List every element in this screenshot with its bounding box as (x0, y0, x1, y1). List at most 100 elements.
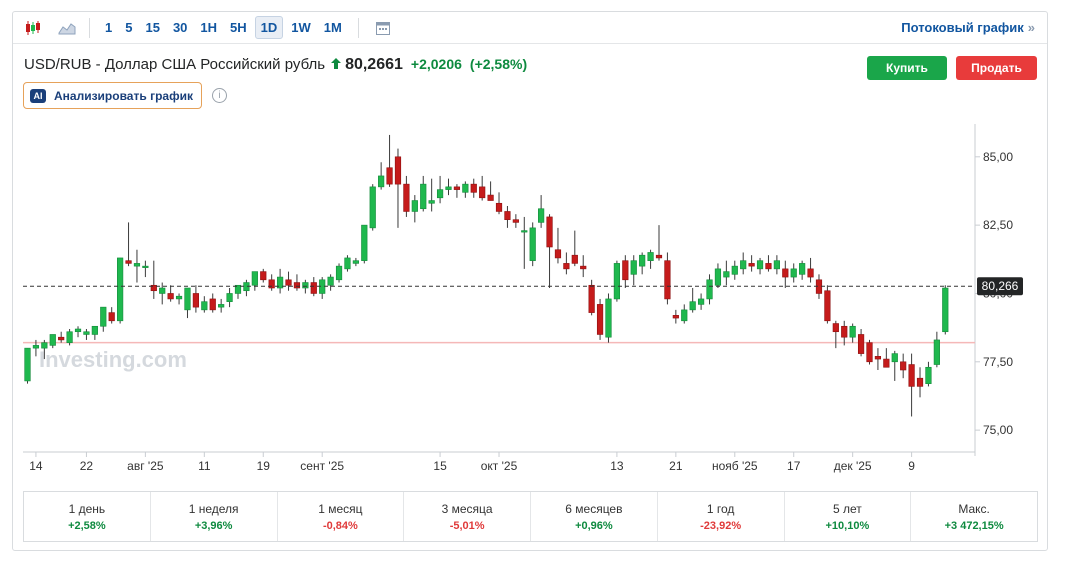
candle-body (723, 271, 730, 278)
candle-body (344, 257, 351, 270)
candlestick-chart[interactable]: Investing.com85,0082,5080,0077,5075,0014… (13, 12, 1049, 482)
streaming-chart-link[interactable]: Потоковый график» (901, 20, 1035, 35)
candle-body (563, 263, 570, 270)
candle-body (66, 331, 73, 343)
performance-period: 3 месяца (441, 501, 493, 516)
performance-value: -23,92% (700, 519, 742, 532)
performance-cell[interactable]: 1 день +2,58% (24, 492, 151, 541)
price-change-percent: (+2,58%) (469, 56, 528, 72)
candle-body (251, 271, 258, 286)
sell-button[interactable]: Продать (956, 56, 1037, 80)
candle-body (352, 260, 359, 264)
candle-body (117, 257, 124, 322)
instrument-header: USD/RUB - Доллар США Российский рубль 80… (24, 56, 527, 74)
current-price-box (977, 277, 1023, 296)
candle-body (394, 156, 402, 185)
candle-body (664, 260, 671, 300)
area-chart-icon[interactable] (53, 14, 81, 42)
period-5m[interactable]: 5 (125, 20, 133, 35)
performance-cell[interactable]: 1 год -23,92% (658, 492, 785, 541)
watermark-logo: Investing.com (39, 347, 187, 372)
period-1d[interactable]: 1D (254, 16, 284, 39)
candle-body (933, 339, 940, 365)
candle-body (782, 268, 789, 278)
chart-widget: 1 5 15 30 1H 5H 1D 1W 1M Потоковый графи… (12, 11, 1048, 551)
last-price: 80,2661 (345, 56, 403, 73)
candle-body (175, 295, 183, 300)
performance-value: +2,58% (68, 519, 106, 532)
performance-cell[interactable]: 3 месяца -5,01% (404, 492, 531, 541)
candle-body (142, 265, 149, 268)
performance-period: 1 месяц (318, 501, 363, 516)
double-chevron-icon: » (1027, 20, 1035, 35)
candle-body (681, 309, 688, 322)
candle-body (588, 284, 595, 313)
candle-body (538, 208, 545, 223)
y-tick-label: 82,50 (983, 218, 1013, 232)
candle-body (378, 175, 385, 188)
performance-period: 5 лет (832, 501, 862, 516)
x-tick-label: 17 (787, 459, 801, 473)
candle-body (260, 271, 267, 281)
candle-body (521, 230, 528, 233)
period-1w[interactable]: 1W (291, 20, 311, 35)
candle-body (891, 353, 898, 363)
candle-body (209, 298, 216, 311)
candle-body (361, 224, 368, 261)
candle-body (504, 211, 511, 220)
candle-body (41, 342, 48, 349)
performance-value: +10,10% (825, 519, 870, 532)
candle-body (925, 366, 932, 384)
candle-body (731, 265, 738, 275)
candle-body (756, 260, 764, 270)
candle-body (369, 186, 376, 229)
x-tick-label: 21 (669, 459, 683, 473)
x-tick-label: нояб '25 (712, 459, 758, 473)
calendar-icon[interactable] (369, 14, 397, 42)
buy-button[interactable]: Купить (867, 56, 947, 80)
candle-body (100, 306, 107, 327)
period-1h[interactable]: 1H (200, 20, 218, 35)
candle-body (512, 219, 519, 223)
performance-value: -0,84% (322, 519, 358, 532)
candlestick-icon[interactable] (19, 14, 47, 42)
candle-body (159, 287, 166, 294)
x-tick-label: авг '25 (127, 459, 164, 473)
period-5h[interactable]: 5H (230, 20, 247, 35)
candle-body (529, 227, 536, 261)
performance-period: 1 год (706, 501, 735, 516)
candle-body (655, 254, 663, 259)
candle-body (857, 334, 865, 354)
performance-cell[interactable]: 1 месяц -0,84% (278, 492, 405, 541)
performance-cell[interactable]: 1 неделя +3,96% (151, 492, 278, 541)
candle-body (580, 265, 587, 270)
candle-body (824, 290, 831, 322)
x-tick-label: 13 (610, 459, 624, 473)
candle-body (773, 260, 780, 270)
candle-body (672, 315, 679, 319)
performance-cell[interactable]: 6 месяцев +0,96% (531, 492, 658, 541)
candle-body (765, 263, 772, 270)
analyze-chart-button[interactable]: AI Анализировать график (23, 82, 202, 109)
candle-body (470, 183, 477, 193)
period-30m[interactable]: 30 (172, 20, 188, 35)
performance-period: 6 месяцев (565, 501, 623, 516)
candle-body (479, 186, 486, 199)
x-tick-label: сент '25 (300, 459, 344, 473)
performance-period: 1 день (68, 501, 106, 516)
period-1m[interactable]: 1 (105, 20, 113, 35)
candle-body (554, 249, 562, 259)
performance-cell[interactable]: Макс. +3 472,15% (911, 492, 1037, 541)
info-icon[interactable]: i (212, 88, 227, 103)
candle-body (133, 263, 141, 267)
performance-cell[interactable]: 5 лет +10,10% (785, 492, 912, 541)
candle-body (184, 287, 191, 311)
candle-body (411, 200, 418, 212)
candle-body (487, 194, 494, 201)
candle-body (403, 183, 410, 212)
candle-body (706, 279, 713, 300)
candle-body (697, 298, 705, 305)
period-15m[interactable]: 15 (145, 20, 160, 35)
candle-body (462, 183, 469, 193)
period-1mo[interactable]: 1M (323, 20, 342, 35)
